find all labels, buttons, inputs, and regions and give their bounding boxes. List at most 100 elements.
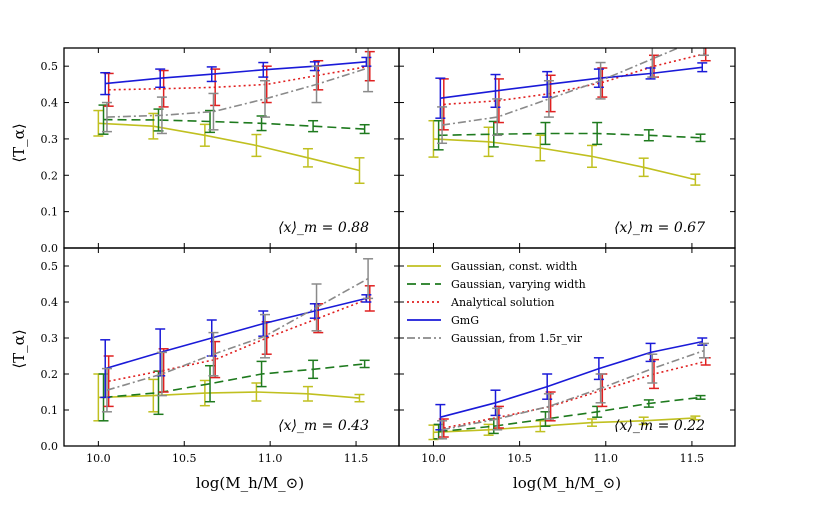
errorbar bbox=[638, 416, 649, 426]
x-axis-label-left: log(M_h/M_⊙) bbox=[196, 474, 304, 492]
y-tick-label: 0.2 bbox=[41, 169, 59, 182]
errorbar bbox=[595, 61, 606, 100]
errorbar bbox=[638, 157, 649, 178]
legend-label: Gaussian, const. width bbox=[451, 260, 577, 273]
panel-4-frame bbox=[398, 247, 736, 447]
errorbar bbox=[542, 373, 553, 400]
errorbar bbox=[101, 367, 112, 413]
errorbar bbox=[647, 353, 658, 384]
errorbar bbox=[647, 48, 658, 78]
errorbar bbox=[435, 77, 446, 119]
x-tick-label: 10.5 bbox=[172, 452, 197, 465]
panel-3-ticks: 10.0 10.5 11.0 11.5 0.0 0.1 0.2 0.3 0.4 0.5 bbox=[41, 248, 399, 465]
errorbar bbox=[148, 378, 159, 413]
series-line bbox=[108, 65, 370, 91]
errorbar bbox=[302, 147, 313, 168]
errorbar bbox=[483, 126, 494, 158]
series-line bbox=[433, 417, 696, 434]
series-line bbox=[443, 52, 706, 106]
series-line bbox=[441, 349, 705, 431]
errorbar bbox=[260, 313, 270, 359]
errorbar bbox=[148, 112, 159, 140]
errorbar bbox=[697, 62, 708, 73]
panel-3: 10.0 10.5 11.0 11.5 0.0 0.1 0.2 0.3 0.4 0.5 ⟨x⟩_m … bbox=[41, 247, 400, 465]
series-line bbox=[108, 297, 371, 382]
errorbar bbox=[359, 123, 370, 135]
y-axis-label-bottom: ⟨T_α⟩ bbox=[10, 329, 28, 368]
series-line bbox=[443, 360, 706, 429]
errorbar bbox=[359, 359, 370, 369]
errorbar bbox=[251, 133, 262, 158]
errorbar bbox=[643, 129, 654, 142]
errorbar bbox=[586, 144, 597, 169]
series-line bbox=[106, 67, 369, 118]
errorbar bbox=[542, 70, 553, 98]
panel-2-frame bbox=[398, 47, 736, 249]
panel-1-data bbox=[93, 48, 375, 185]
errorbar bbox=[490, 389, 501, 417]
y-tick-label: 0.3 bbox=[41, 133, 59, 146]
errorbar bbox=[540, 121, 551, 146]
errorbar bbox=[93, 109, 104, 137]
panel-1-ticks: 0.0 0.1 0.2 0.3 0.4 0.5 bbox=[41, 48, 399, 255]
errorbar bbox=[698, 342, 709, 359]
panel-3-annotation: ⟨x⟩_m = 0.43 bbox=[278, 418, 369, 434]
legend: Gaussian, const. width Gaussian, varying … bbox=[407, 260, 586, 345]
panel-1: 0.0 0.1 0.2 0.3 0.4 0.5 ⟨x⟩_m = 0.88 bbox=[41, 47, 400, 255]
errorbar bbox=[643, 399, 654, 408]
errorbar bbox=[361, 56, 372, 67]
errorbar bbox=[309, 303, 320, 319]
x-tick-label: 11.5 bbox=[680, 452, 705, 465]
panel-4-data bbox=[428, 337, 711, 441]
errorbar bbox=[492, 407, 503, 431]
series-line bbox=[103, 118, 365, 130]
series-line bbox=[98, 391, 360, 399]
errorbar bbox=[311, 283, 322, 332]
x-tick-label: 10.0 bbox=[421, 452, 446, 465]
errorbar bbox=[535, 134, 546, 162]
panel-3-frame bbox=[63, 247, 400, 447]
errorbar bbox=[690, 173, 701, 186]
series-line bbox=[440, 66, 703, 99]
errorbar bbox=[700, 357, 711, 366]
errorbar bbox=[101, 101, 112, 133]
legend-item: GmG bbox=[407, 314, 479, 327]
errorbar bbox=[597, 67, 608, 98]
errorbar bbox=[363, 258, 374, 300]
errorbar bbox=[308, 359, 319, 380]
errorbar bbox=[354, 157, 365, 185]
y-tick-label: 0.4 bbox=[41, 97, 59, 110]
legend-item: Gaussian, const. width bbox=[407, 260, 577, 273]
y-tick-label: 0.3 bbox=[41, 332, 59, 345]
errorbar bbox=[208, 92, 219, 131]
panel-3-data bbox=[93, 258, 375, 422]
legend-label: GmG bbox=[451, 314, 479, 327]
legend-label: Gaussian, varying width bbox=[451, 278, 586, 291]
series-line bbox=[105, 61, 367, 85]
y-tick-label: 0.5 bbox=[41, 260, 59, 273]
errorbar bbox=[156, 96, 167, 135]
y-tick-label: 0.2 bbox=[41, 368, 59, 381]
errorbar bbox=[363, 48, 374, 93]
x-axis-label-right: log(M_h/M_⊙) bbox=[513, 474, 621, 492]
legend-item: Analytical solution bbox=[407, 296, 555, 309]
y-tick-label: 0.4 bbox=[41, 296, 59, 309]
errorbar bbox=[595, 373, 606, 404]
series-line bbox=[98, 122, 360, 172]
errorbar bbox=[256, 360, 267, 388]
y-tick-label: 0.0 bbox=[41, 440, 59, 453]
errorbar bbox=[592, 121, 603, 146]
errorbar bbox=[649, 358, 660, 390]
errorbar bbox=[258, 61, 269, 78]
errorbar bbox=[698, 48, 709, 57]
panel-2-ticks bbox=[399, 48, 735, 249]
legend-label: Gaussian, from 1.5r_vir bbox=[451, 332, 583, 345]
panel-2: ⟨x⟩_m = 0.67 bbox=[398, 47, 736, 249]
errorbar bbox=[695, 133, 706, 143]
errorbar bbox=[199, 123, 210, 147]
legend-item: Gaussian, from 1.5r_vir bbox=[407, 332, 583, 345]
errorbar bbox=[645, 342, 656, 363]
series-line bbox=[433, 138, 696, 181]
panel-1-annotation: ⟨x⟩_m = 0.88 bbox=[278, 220, 369, 236]
x-tick-label: 11.0 bbox=[258, 452, 283, 465]
